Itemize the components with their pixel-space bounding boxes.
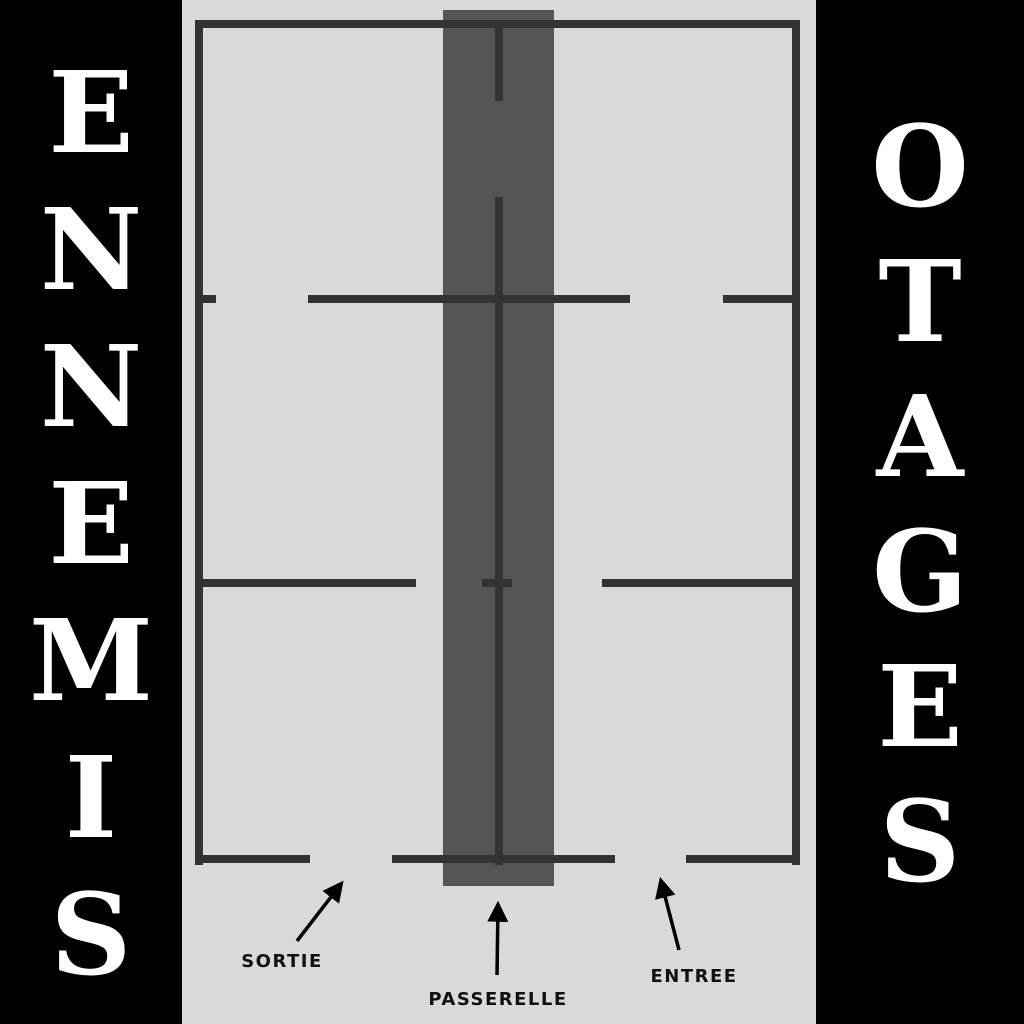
entrance-label: ENTREE bbox=[650, 966, 737, 987]
entrance-arrow bbox=[655, 876, 681, 951]
left-panel bbox=[0, 0, 182, 1024]
right-title-letter: S bbox=[879, 777, 961, 908]
left-title-letter: S bbox=[50, 870, 132, 1001]
exit-label: SORTIE bbox=[241, 951, 323, 972]
left-title-letter: I bbox=[64, 733, 118, 864]
exit-arrow bbox=[295, 880, 344, 943]
left-title-letter: N bbox=[39, 185, 143, 316]
left-title-letter: E bbox=[48, 48, 134, 179]
right-title-letter: O bbox=[871, 102, 969, 233]
left-title-letter: N bbox=[39, 322, 143, 453]
right-title-letter: T bbox=[878, 237, 962, 368]
walkway-arrow bbox=[487, 900, 509, 976]
right-title-letter: A bbox=[876, 372, 964, 503]
walkway-label: PASSERELLE bbox=[428, 989, 567, 1010]
left-title-letter: M bbox=[29, 596, 153, 727]
right-title-letter: E bbox=[877, 642, 963, 773]
right-title-letter: G bbox=[872, 507, 968, 638]
left-title-letter: E bbox=[48, 459, 134, 590]
walls bbox=[195, 20, 800, 865]
right-panel bbox=[816, 0, 1024, 1024]
